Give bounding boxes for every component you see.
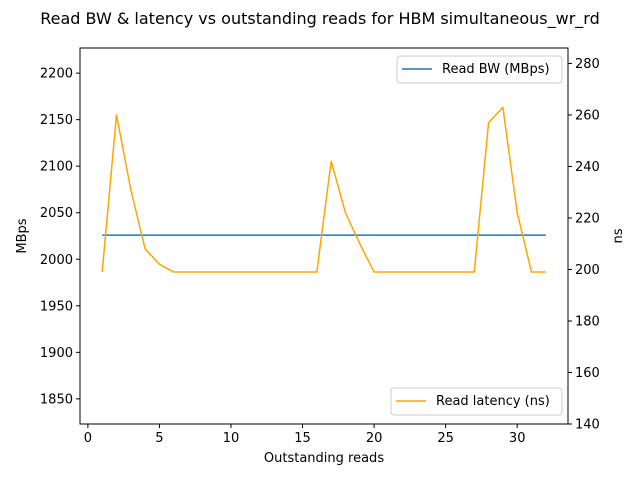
y-tick-label-left: 2100 (40, 160, 73, 175)
legend-read-bw: Read BW (MBps) (396, 55, 563, 84)
y-tick-label-right: 220 (575, 211, 600, 226)
y-tick-label-left: 2150 (40, 113, 73, 128)
legend-label-read-latency: Read latency (ns) (436, 394, 550, 409)
legend-box (396, 55, 563, 84)
legend-box (390, 387, 563, 416)
x-tick-label: 15 (294, 431, 311, 446)
y-tick-label-right: 160 (575, 366, 600, 381)
x-tick-label: 30 (509, 431, 526, 446)
y-axis-label-right: ns (611, 228, 626, 243)
y-tick-label-right: 240 (575, 160, 600, 175)
x-tick-label: 0 (84, 431, 92, 446)
y-tick-label-right: 280 (575, 57, 600, 72)
y-tick-label-left: 2050 (40, 206, 73, 221)
y-tick-label-right: 140 (575, 418, 600, 433)
chart-title: Read BW & latency vs outstanding reads f… (40, 9, 600, 29)
y-tick-label-right: 180 (575, 314, 600, 329)
y-tick-label-left: 2000 (40, 253, 73, 268)
y-tick-label-left: 2200 (40, 67, 73, 82)
y-tick-label-left: 1900 (40, 346, 73, 361)
y-tick-label-right: 200 (575, 263, 600, 278)
x-tick-label: 25 (437, 431, 454, 446)
x-tick-label: 10 (223, 431, 240, 446)
legend-label-read-bw: Read BW (MBps) (442, 62, 550, 77)
y-tick-label-right: 260 (575, 108, 600, 123)
series-line-read-latency (101, 106, 546, 273)
plot-frame (79, 47, 569, 425)
x-tick-label: 20 (366, 431, 383, 446)
y-tick-label-left: 1850 (40, 392, 73, 407)
y-axis-label-left: MBps (15, 218, 30, 253)
x-axis-label: Outstanding reads (264, 451, 384, 466)
legend-read-latency: Read latency (ns) (390, 387, 563, 416)
y-tick-label-left: 1950 (40, 299, 73, 314)
x-tick-label: 5 (155, 431, 163, 446)
